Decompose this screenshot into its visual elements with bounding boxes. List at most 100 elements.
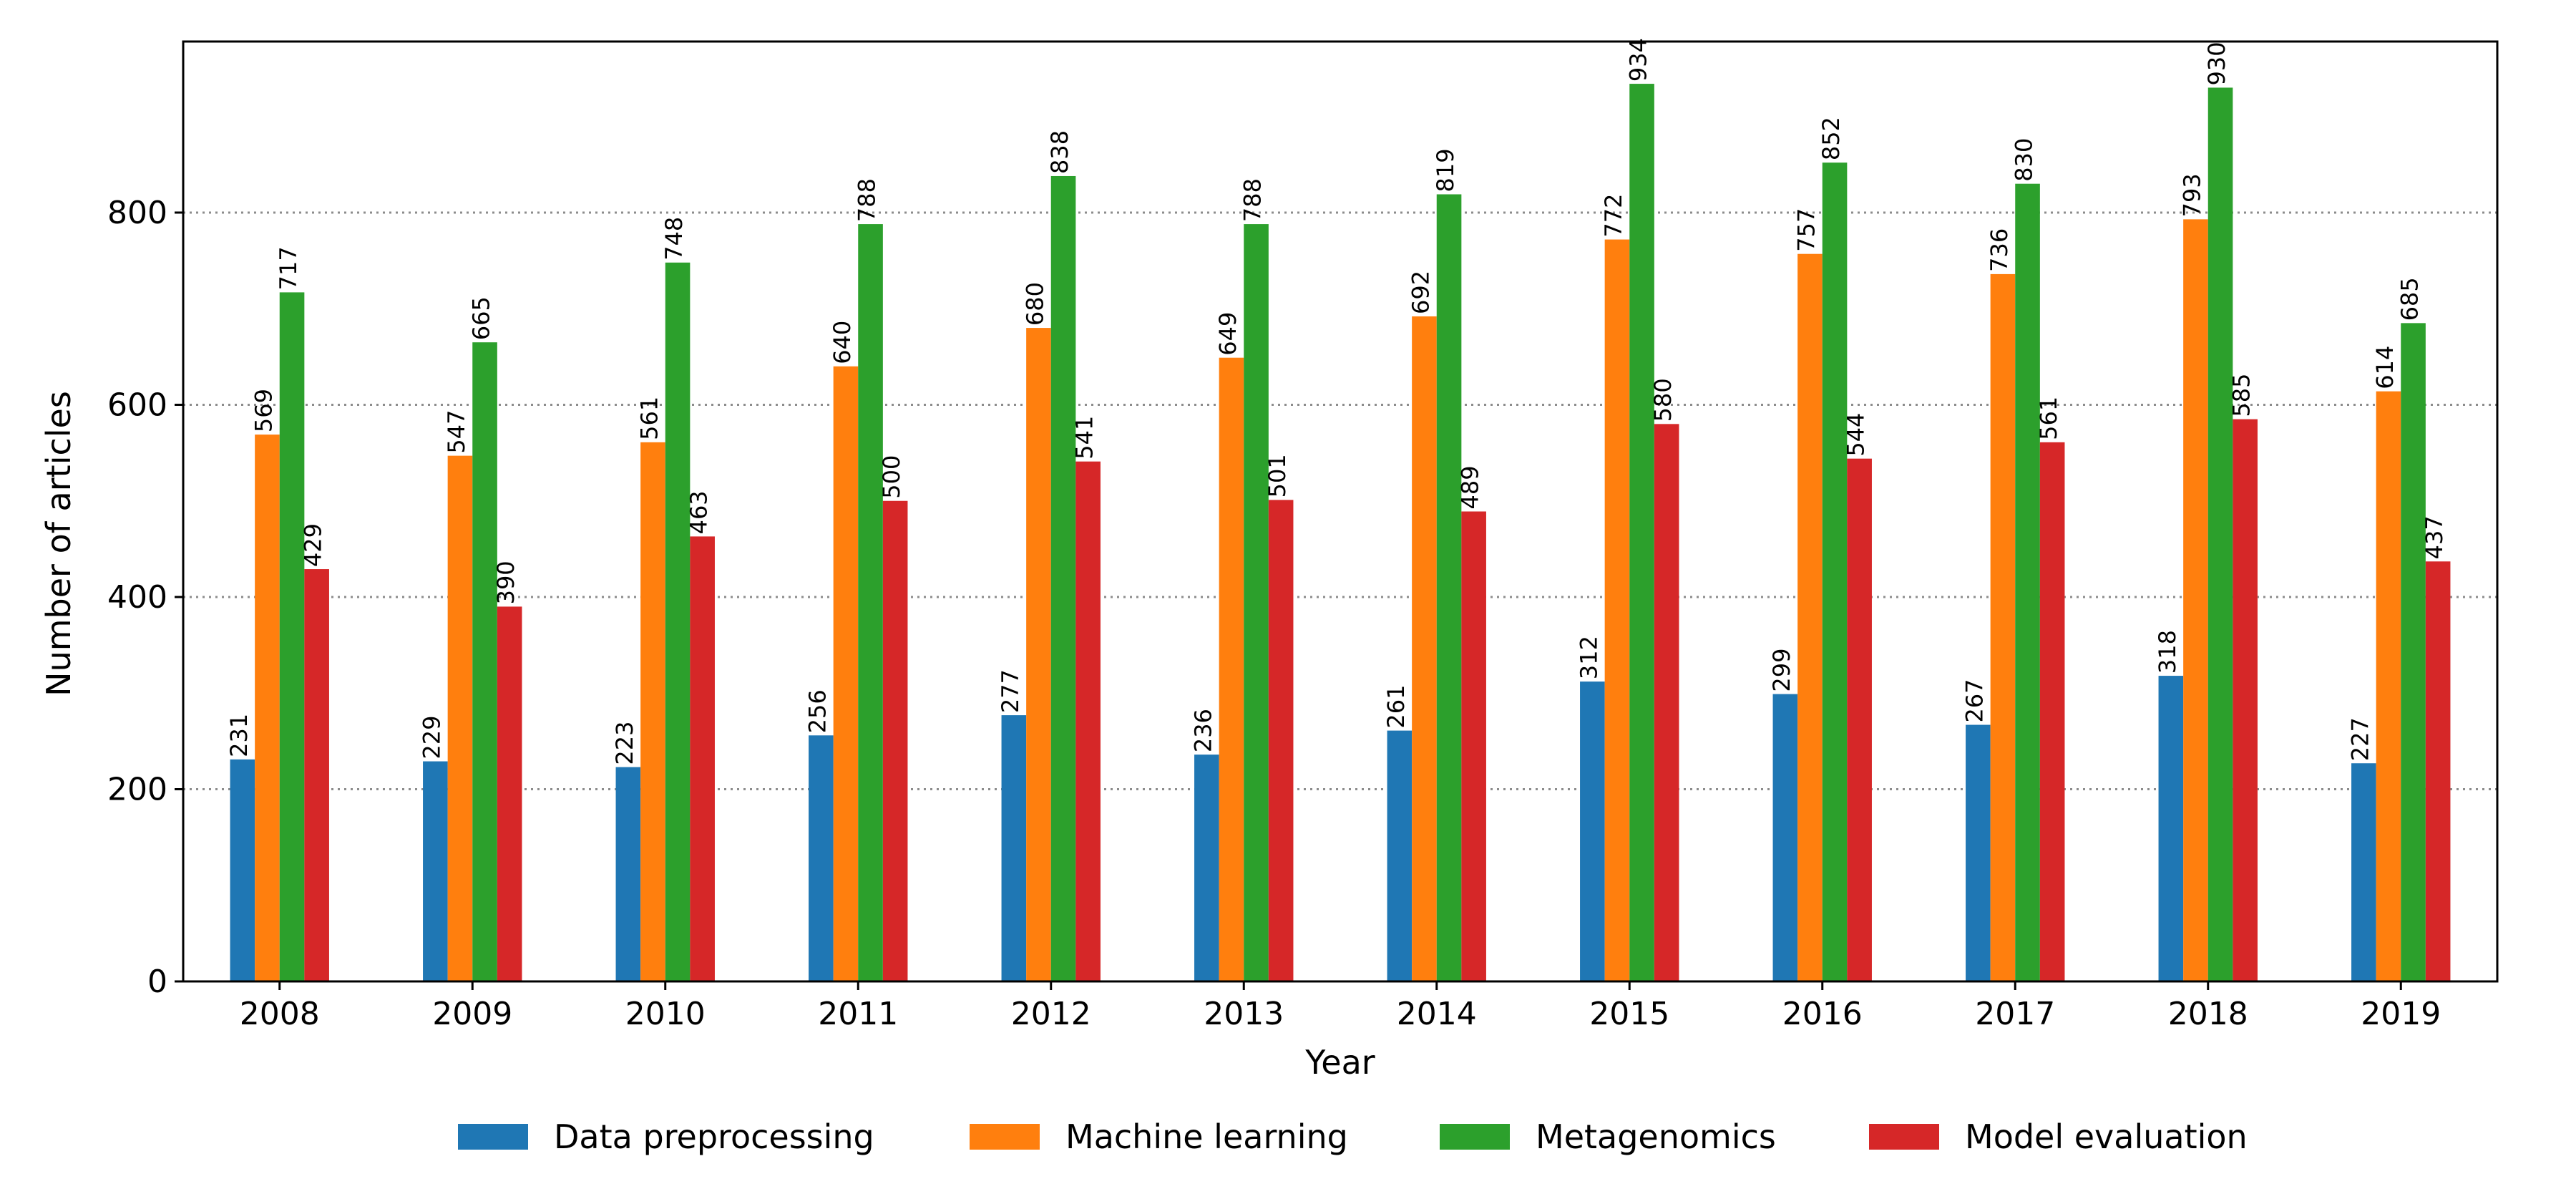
- bar-machine-learning-2009: [447, 455, 473, 981]
- bar-value-label: 569: [250, 389, 277, 432]
- bar-value-label: 580: [1649, 378, 1677, 422]
- bar-value-label: 501: [1264, 454, 1291, 498]
- bar-value-label: 231: [225, 714, 253, 757]
- legend-label: Metagenomics: [1536, 1117, 1776, 1156]
- bar-machine-learning-2019: [2376, 391, 2401, 981]
- bar-machine-learning-2015: [1604, 239, 1630, 981]
- bar-metagenomics-2009: [472, 342, 497, 981]
- legend-swatch: [458, 1124, 528, 1150]
- bar-value-label: 830: [2011, 138, 2038, 182]
- bar-value-label: 547: [443, 410, 470, 454]
- bar-value-label: 429: [300, 523, 327, 567]
- bar-metagenomics-2018: [2207, 87, 2233, 981]
- bar-value-label: 229: [418, 715, 445, 759]
- y-tick-label: 600: [107, 387, 167, 423]
- bar-value-label: 500: [878, 455, 905, 499]
- bar-value-label: 561: [2035, 397, 2062, 440]
- bar-metagenomics-2013: [1244, 224, 1269, 981]
- bar-data-preprocessing-2018: [2158, 676, 2184, 981]
- bar-metagenomics-2011: [858, 224, 883, 981]
- bar-value-label: 748: [660, 217, 688, 261]
- bar-data-preprocessing-2016: [1772, 694, 1798, 981]
- bar-value-label: 541: [1071, 416, 1098, 460]
- bar-value-label: 312: [1575, 636, 1602, 679]
- bar-machine-learning-2008: [255, 435, 280, 981]
- bar-value-label: 299: [1768, 649, 1795, 692]
- y-tick-label: 0: [147, 964, 167, 1000]
- bar-value-label: 736: [1986, 228, 2013, 272]
- bar-value-labels: 231 569 717 429 229 547 665 390 223 561 748 463 256 6…: [225, 38, 2448, 765]
- bar-metagenomics-2010: [665, 262, 691, 982]
- bar-value-label: 649: [1214, 312, 1241, 356]
- bar-value-label: 788: [1239, 178, 1267, 222]
- bar-value-label: 793: [2178, 173, 2205, 217]
- bar-metagenomics-2008: [279, 292, 305, 981]
- y-tick-label: 800: [107, 195, 167, 231]
- bar-machine-learning-2016: [1797, 253, 1823, 981]
- bar-value-label: 757: [1792, 208, 1820, 252]
- bar-model-evaluation-2016: [1847, 458, 1872, 981]
- bar-model-evaluation-2014: [1461, 511, 1486, 981]
- bar-data-preprocessing-2019: [2351, 763, 2376, 981]
- bar-value-label: 819: [1432, 148, 1459, 192]
- bar-value-label: 390: [492, 561, 519, 604]
- legend-label: Model evaluation: [1965, 1117, 2248, 1156]
- bar-machine-learning-2013: [1219, 357, 1244, 981]
- bars: [230, 84, 2451, 982]
- bar-value-label: 640: [829, 321, 856, 364]
- y-tick-label: 400: [107, 579, 167, 616]
- bar-value-label: 236: [1189, 709, 1216, 752]
- bar-model-evaluation-2019: [2425, 561, 2451, 981]
- legend-swatch: [1440, 1124, 1510, 1150]
- bar-value-label: 463: [686, 490, 713, 534]
- bar-metagenomics-2016: [1822, 162, 1848, 981]
- bar-value-label: 261: [1382, 685, 1410, 729]
- bar-data-preprocessing-2009: [423, 761, 448, 981]
- bar-metagenomics-2012: [1050, 175, 1076, 981]
- y-tick-label: 200: [107, 771, 167, 807]
- bar-value-label: 561: [635, 397, 663, 440]
- x-tick-label: 2009: [432, 996, 512, 1032]
- x-tick-label: 2013: [1204, 996, 1284, 1032]
- bar-value-label: 318: [2154, 630, 2181, 674]
- bar-value-label: 838: [1046, 130, 1073, 174]
- legend-swatch: [1869, 1124, 1939, 1150]
- bar-value-label: 585: [2228, 374, 2255, 417]
- bar-value-label: 685: [2396, 277, 2424, 321]
- bar-data-preprocessing-2013: [1194, 754, 1219, 981]
- bar-value-label: 256: [804, 689, 831, 733]
- bar-value-label: 437: [2421, 515, 2448, 559]
- bar-data-preprocessing-2017: [1966, 724, 1991, 981]
- bar-data-preprocessing-2010: [615, 767, 641, 981]
- bar-value-label: 614: [2371, 346, 2399, 389]
- x-tick-label: 2011: [818, 996, 898, 1032]
- bar-model-evaluation-2009: [497, 606, 522, 981]
- bar-machine-learning-2014: [1412, 316, 1437, 982]
- bar-metagenomics-2019: [2401, 323, 2426, 981]
- bar-data-preprocessing-2015: [1580, 681, 1605, 981]
- bar-machine-learning-2011: [833, 366, 859, 981]
- bar-data-preprocessing-2012: [1001, 715, 1027, 981]
- bar-model-evaluation-2018: [2233, 419, 2258, 981]
- x-tick-label: 2017: [1975, 996, 2055, 1032]
- legend-swatch: [970, 1124, 1040, 1150]
- x-axis-title: Year: [1304, 1043, 1375, 1082]
- bar-value-label: 665: [468, 296, 495, 340]
- bar-data-preprocessing-2008: [230, 759, 255, 981]
- bar-model-evaluation-2013: [1268, 500, 1294, 981]
- y-axis-title: Number of articles: [39, 391, 78, 697]
- bar-value-label: 717: [275, 246, 302, 290]
- bar-model-evaluation-2010: [690, 536, 715, 981]
- bar-value-label: 223: [611, 722, 638, 765]
- bar-value-label: 934: [1625, 38, 1652, 82]
- bar-metagenomics-2017: [2015, 183, 2040, 981]
- legend-label: Data preprocessing: [554, 1117, 874, 1156]
- bar-value-label: 544: [1843, 413, 1870, 457]
- plot-frame: [182, 40, 2499, 983]
- bar-data-preprocessing-2011: [809, 735, 834, 981]
- axes: 0 200 400 600 800 2008 2009 2010 2011 2012 2013 201…: [107, 195, 2441, 1032]
- bar-model-evaluation-2011: [882, 500, 908, 981]
- legend: Data preprocessing Machine learning Metage…: [458, 1117, 2248, 1156]
- bar-model-evaluation-2017: [2039, 442, 2065, 981]
- bar-value-label: 489: [1457, 465, 1484, 509]
